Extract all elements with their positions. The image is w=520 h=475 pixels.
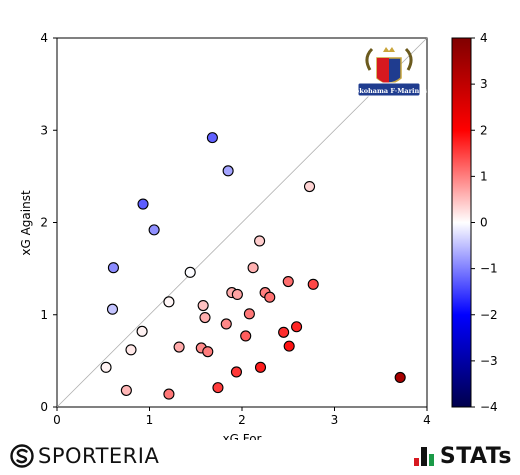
stats-brand: STATs [413, 443, 512, 469]
colorbar-tick-label: 4 [480, 31, 488, 45]
scatter-point [163, 296, 175, 308]
scatter-point [206, 132, 218, 144]
scatter-point [264, 291, 276, 303]
x-tick-label: 3 [331, 413, 339, 427]
scatter-point [100, 361, 112, 373]
scatter-point [136, 325, 148, 337]
stats-wordmark: STATs [439, 443, 512, 469]
colorbar-tick-label: −1 [480, 262, 498, 276]
scatter-point [184, 266, 196, 278]
scatter-point [220, 318, 232, 330]
sporteria-logo-icon [10, 444, 34, 468]
scatter-point [307, 278, 319, 290]
scatter-point [199, 311, 211, 324]
scatter-point [148, 224, 160, 236]
colorbar-ticks: 4 3 2 1 0 −1 −2 −3 −4 [471, 31, 498, 414]
scatter-point [243, 308, 255, 320]
scatter-point [291, 321, 303, 333]
team-crest-logo: Yokohama F·Marinos [350, 47, 428, 97]
scatter-point [394, 371, 406, 384]
y-axis-label: xG Against [19, 190, 33, 256]
scatter-points [100, 132, 406, 400]
scatter-point [240, 330, 252, 342]
scatter-point [283, 340, 295, 352]
diagonal-reference-line [56, 37, 428, 408]
scatter-point [230, 366, 242, 378]
x-axis-ticks: 0 1 2 3 4 [53, 407, 431, 427]
scatter-point [173, 341, 185, 353]
xg-scatter-chart: 0 1 2 3 4 0 1 2 3 4 xG For xG Against Yokohama F… [19, 31, 498, 440]
sporteria-brand: SPORTERIA [10, 443, 159, 469]
scatter-point [212, 382, 224, 394]
x-tick-label: 4 [423, 413, 431, 427]
colorbar-tick-label: 1 [480, 169, 488, 183]
scatter-point [137, 198, 149, 210]
x-tick-label: 1 [146, 413, 154, 427]
scatter-point [254, 361, 267, 373]
y-tick-label: 3 [40, 123, 48, 137]
colorbar-tick-label: −2 [480, 308, 498, 322]
y-tick-label: 0 [40, 400, 48, 414]
colorbar-tick-label: 2 [480, 123, 488, 137]
colorbar-tick-label: 0 [480, 216, 488, 230]
scatter-point [254, 235, 266, 247]
colorbar [451, 37, 472, 408]
scatter-point [163, 388, 175, 400]
y-tick-label: 2 [40, 216, 48, 230]
sporteria-wordmark: SPORTERIA [38, 444, 160, 468]
scatter-point [303, 180, 316, 193]
scatter-point [231, 288, 243, 301]
x-tick-label: 2 [238, 413, 246, 427]
y-tick-label: 4 [40, 31, 48, 45]
scatter-point [197, 299, 209, 312]
stats-logo-icon [413, 447, 434, 466]
scatter-point [120, 384, 132, 396]
colorbar-tick-label: 3 [480, 77, 488, 91]
scatter-point [107, 262, 119, 274]
x-axis-label: xG For [223, 432, 262, 440]
y-axis-ticks: 0 1 2 3 4 [40, 31, 57, 414]
scatter-point [202, 346, 214, 358]
scatter-point [106, 303, 119, 315]
crest-text: Yokohama F·Marinos [350, 87, 428, 95]
colorbar-tick-label: −4 [480, 400, 498, 414]
scatter-point [125, 344, 137, 356]
scatter-point [282, 275, 294, 288]
y-tick-label: 1 [40, 308, 48, 322]
scatter-point [278, 326, 290, 338]
x-tick-label: 0 [53, 413, 61, 427]
colorbar-tick-label: −3 [480, 354, 498, 368]
scatter-point [247, 262, 259, 274]
scatter-point [222, 165, 234, 177]
